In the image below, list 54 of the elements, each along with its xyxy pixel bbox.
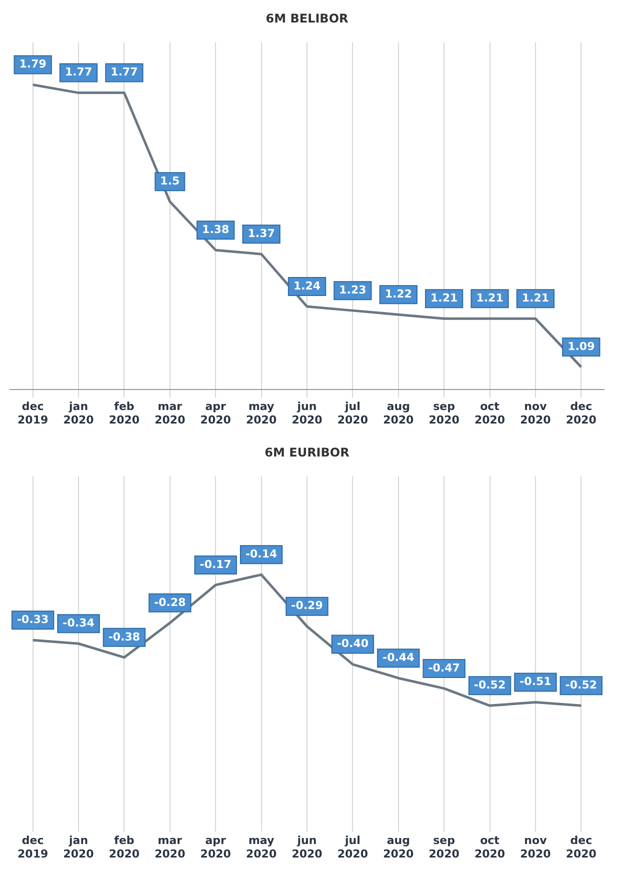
- x-tick-label: feb 2020: [108, 834, 140, 860]
- data-label: -0.51: [520, 675, 552, 688]
- data-label: 1.21: [430, 291, 458, 304]
- data-label: -0.47: [428, 661, 460, 674]
- x-tick-label: apr 2020: [200, 834, 232, 860]
- x-tick-label: sep 2020: [428, 400, 460, 426]
- x-tick-label: jul 2020: [337, 400, 368, 426]
- x-tick-label: dec 2020: [566, 400, 597, 426]
- x-tick-label: oct 2020: [474, 834, 506, 860]
- x-tick-label: feb 2020: [108, 400, 140, 426]
- data-label: -0.52: [474, 678, 506, 692]
- chart-title: 6M BELIBOR: [266, 11, 348, 26]
- data-label: 1.24: [293, 279, 321, 292]
- x-tick-label: dec 2019: [18, 400, 48, 426]
- data-label: -0.40: [336, 637, 369, 650]
- data-label: 1.38: [202, 222, 230, 236]
- x-tick-label: jun 2020: [292, 834, 323, 860]
- chart-title: 6M EURIBOR: [264, 445, 350, 460]
- x-tick-label: aug 2020: [383, 834, 414, 860]
- data-label: 1.37: [248, 226, 275, 240]
- x-tick-label: mar 2020: [154, 834, 186, 860]
- x-tick-label: may 2020: [246, 400, 277, 426]
- x-tick-label: may 2020: [246, 834, 277, 860]
- x-tick-label: sep 2020: [428, 834, 460, 860]
- data-label: -0.28: [154, 596, 186, 609]
- data-label: -0.34: [62, 616, 95, 630]
- data-label: -0.44: [382, 650, 415, 664]
- x-tick-label: jan 2020: [63, 834, 94, 860]
- data-label: -0.17: [200, 558, 232, 571]
- data-label: 1.77: [64, 66, 92, 79]
- data-label: 1.21: [522, 291, 550, 304]
- x-tick-label: jul 2020: [337, 834, 368, 860]
- x-tick-label: dec 2020: [566, 834, 597, 860]
- data-label: 1.22: [384, 287, 412, 300]
- x-tick-label: jun 2020: [292, 400, 323, 426]
- x-tick-label: dec 2019: [18, 834, 48, 860]
- x-tick-label: aug 2020: [383, 400, 414, 426]
- data-label: -0.14: [245, 548, 278, 561]
- data-label: -0.33: [16, 613, 49, 626]
- data-label: 1.09: [568, 340, 595, 353]
- x-tick-label: oct 2020: [474, 400, 506, 426]
- data-label: 1.77: [110, 66, 138, 79]
- x-tick-label: nov 2020: [520, 834, 552, 860]
- data-label: 1.79: [19, 58, 46, 71]
- x-tick-label: apr 2020: [200, 400, 232, 426]
- data-label: -0.52: [565, 678, 598, 692]
- x-tick-label: mar 2020: [154, 400, 186, 426]
- data-label: 1.23: [339, 283, 366, 296]
- x-tick-label: jan 2020: [63, 400, 94, 426]
- x-tick-label: nov 2020: [520, 400, 552, 426]
- data-label: -0.29: [291, 599, 323, 612]
- data-label: 1.5: [160, 174, 180, 188]
- data-label: 1.21: [476, 291, 504, 304]
- data-label: -0.38: [108, 630, 140, 644]
